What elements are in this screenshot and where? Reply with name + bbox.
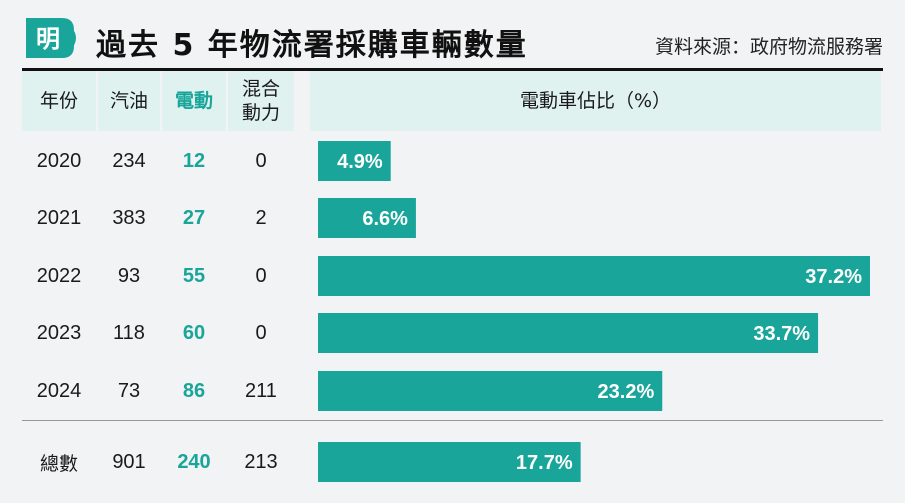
bar-2021: [318, 198, 416, 238]
row-year-cell: 2021: [36, 206, 82, 229]
row-year-cell: 2024: [36, 379, 82, 402]
row-electric-cell: 27: [182, 206, 206, 229]
bar-label-2023: 33.7%: [753, 323, 810, 345]
total-hybrid-cell: 213: [244, 450, 278, 473]
bar-label-總數: 17.7%: [516, 452, 573, 474]
row-electric-cell: 86: [182, 379, 206, 402]
bar-label-2024: 23.2%: [598, 381, 655, 403]
header-electric: 電動: [162, 71, 226, 131]
row-petrol-cell: 234: [112, 149, 146, 172]
source-note: 資料來源：政府物流服務署: [654, 36, 883, 58]
logo-text: 明: [36, 25, 60, 53]
total-year-cell: 總數: [39, 452, 78, 475]
bar-label-2021: 6.6%: [362, 208, 408, 230]
row-hybrid-cell: 211: [245, 379, 277, 402]
bar-2023: [318, 313, 819, 353]
row-petrol-cell: 93: [117, 264, 141, 287]
bar-2022: [318, 256, 870, 296]
header-year: 年份: [22, 71, 96, 131]
row-hybrid-cell: 0: [255, 264, 267, 287]
row-year-cell: 2022: [36, 264, 82, 287]
row-hybrid-cell: 2: [255, 206, 267, 229]
header-ratio: 電動車佔比（%）: [310, 71, 881, 131]
total-divider: [22, 420, 883, 421]
row-hybrid-cell: 0: [255, 149, 267, 172]
top-divider: [22, 68, 883, 71]
ming-pao-logo-icon: 明: [26, 18, 76, 58]
chart-title: 過去 5 年物流署採購車輛數量: [96, 28, 528, 63]
row-petrol-cell: 73: [117, 379, 141, 402]
row-year-cell: 2020: [36, 149, 82, 172]
bar-2020: [318, 141, 391, 181]
row-petrol-cell: 118: [113, 321, 145, 344]
header-hybrid-line1: 混合: [241, 78, 280, 100]
header-petrol: 汽油: [98, 71, 160, 131]
row-electric-cell: 12: [182, 149, 206, 172]
total-electric-cell: 240: [177, 450, 211, 473]
row-year-cell: 2023: [36, 321, 82, 344]
bar-label-2022: 37.2%: [805, 266, 862, 288]
row-electric-cell: 55: [182, 264, 206, 287]
total-petrol-cell: 901: [112, 450, 146, 473]
row-hybrid-cell: 0: [255, 321, 267, 344]
header-hybrid: 混合 動力: [228, 71, 294, 131]
bar-總數: [318, 442, 581, 482]
bar-2024: [318, 371, 663, 411]
row-petrol-cell: 383: [112, 206, 146, 229]
header-hybrid-line2: 動力: [241, 102, 280, 124]
row-electric-cell: 60: [182, 321, 206, 344]
bar-label-2020: 4.9%: [337, 151, 383, 173]
